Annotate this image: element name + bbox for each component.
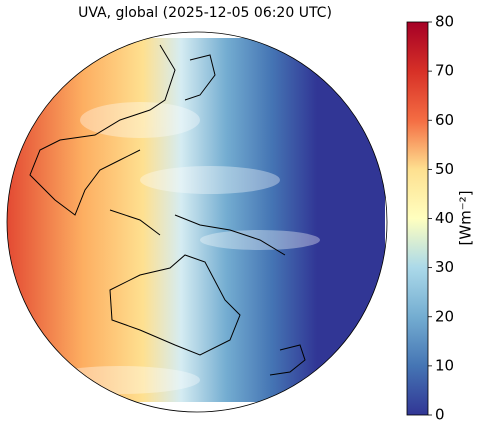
map-title: UVA, global (2025-12-05 06:20 UTC) bbox=[78, 5, 332, 21]
colorbar bbox=[406, 21, 429, 416]
colorbar-tick-label: 20 bbox=[435, 307, 454, 325]
colorbar-tick-label: 0 bbox=[435, 406, 445, 424]
colorbar-label: [Wm⁻²] bbox=[457, 190, 475, 245]
globe-outline bbox=[6, 31, 388, 413]
uva-field bbox=[7, 38, 385, 402]
colorbar-tick-label: 30 bbox=[435, 258, 454, 276]
colorbar-tick-label: 60 bbox=[435, 111, 454, 129]
colorbar-scale bbox=[406, 21, 429, 416]
colorbar-tick-label: 50 bbox=[435, 160, 454, 178]
colorbar-tick-label: 70 bbox=[435, 62, 454, 80]
colorbar-tick-label: 80 bbox=[435, 13, 454, 31]
colorbar-tick-label: 10 bbox=[435, 356, 454, 374]
colorbar-tick-label: 40 bbox=[435, 209, 454, 227]
globe bbox=[7, 38, 385, 402]
coastlines bbox=[29, 44, 306, 376]
